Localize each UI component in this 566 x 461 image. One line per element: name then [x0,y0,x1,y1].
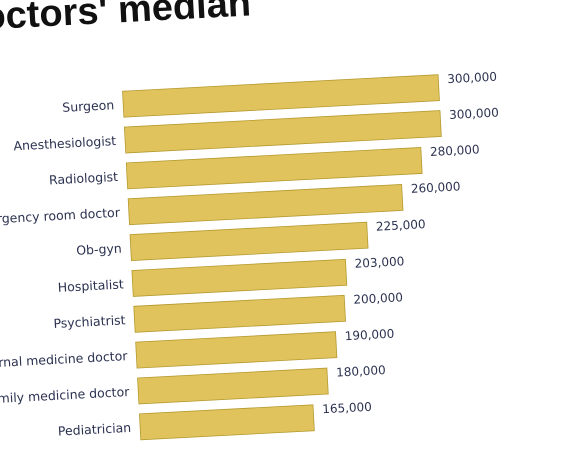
category-label: Anesthesiologist [13,133,117,153]
bar-7 [135,331,338,369]
category-label: Hospitalist [57,276,124,294]
value-label: 165,000 [322,400,372,417]
bar-2 [125,147,423,190]
category-label: Pediatrician [58,420,132,439]
value-label: 280,000 [430,142,480,159]
bar-5 [131,258,348,297]
bar-4 [129,221,369,261]
value-label: 260,000 [411,179,461,196]
value-label: 203,000 [354,254,404,271]
value-label: 180,000 [336,363,386,380]
category-label: Ob-gyn [76,241,122,258]
category-label: nternal medicine doctor [0,348,129,371]
bar-1 [123,110,442,154]
bar-0 [122,74,440,118]
bar-8 [137,367,329,405]
value-label: 200,000 [353,290,403,307]
category-label: Surgeon [62,97,115,115]
bar-3 [127,184,404,226]
bar-6 [133,294,346,333]
value-label: 300,000 [447,70,497,87]
category-label: nergency room doctor [0,205,121,227]
value-label: 225,000 [376,217,426,234]
bar-9 [139,404,315,441]
category-label: Psychiatrist [53,312,126,331]
category-label: Family medicine doctor [0,384,130,407]
chart-title: octors' median [0,0,252,38]
category-label: Radiologist [49,169,119,188]
bars-layer: Surgeon 300,000 Anesthesiologist 300,000 Rad… [0,70,499,441]
value-label: 190,000 [344,327,394,344]
value-label: 300,000 [449,105,499,122]
